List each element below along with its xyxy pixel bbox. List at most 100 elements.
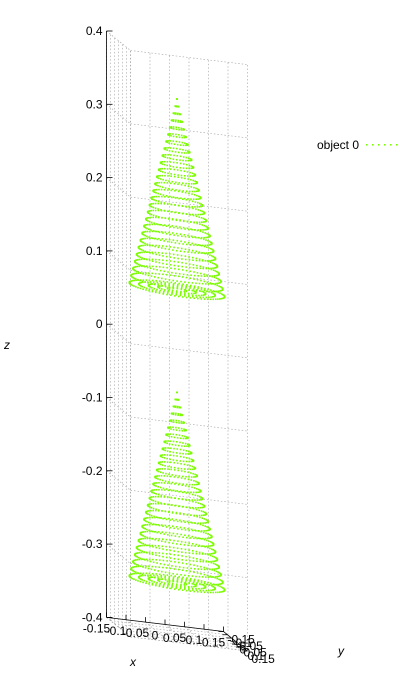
data-point [209,275,211,277]
data-point [161,195,163,198]
data-point [204,537,207,540]
data-point [211,555,214,558]
data-point [189,465,191,467]
data-point [161,247,163,249]
data-point [193,476,195,478]
data-point [158,231,161,234]
data-point [210,576,212,578]
data-point [146,265,148,267]
data-point [206,281,209,283]
data-point [183,491,186,493]
data-point [144,537,146,540]
data-point [216,577,218,580]
data-point [179,543,182,546]
data-point [202,244,204,247]
data-point [198,244,200,246]
data-point [194,292,197,294]
data-point [152,509,154,512]
data-point [169,458,171,461]
data-point [160,170,162,172]
data-point [150,568,153,571]
data-point [151,258,154,261]
data-point [135,565,138,568]
data-point [212,544,214,547]
data-point [190,221,192,223]
data-point [173,550,175,552]
data-point [183,289,186,291]
data-point [174,414,177,416]
data-point [148,552,151,555]
data-point [161,174,164,177]
data-point [217,571,219,573]
data-point [180,287,183,289]
data-point [141,257,144,259]
data-point [172,577,175,580]
data-point [193,568,196,570]
data-point [156,574,159,577]
data-point [164,517,166,520]
data-point [193,175,195,177]
data-point [180,127,183,130]
data-point [157,192,159,195]
data-point [151,283,154,285]
data-point [175,272,177,275]
data-point [144,265,146,268]
data-point [188,549,190,551]
data-point [169,126,171,128]
data-point [198,553,201,555]
data-point [177,112,179,115]
data-point [174,295,176,297]
data-point [187,159,190,162]
data-point [151,584,154,586]
data-point [149,560,152,563]
data-point [173,476,176,478]
data-point [157,486,159,488]
data-point [181,136,184,139]
data-point [139,572,142,575]
data-point [172,542,174,545]
data-point [201,213,204,216]
data-point [165,233,168,235]
data-point [194,483,196,486]
data-point [184,149,187,152]
data-point [148,558,151,561]
data-point [220,289,223,292]
data-point [143,231,145,233]
data-point [180,427,183,430]
data-point [197,252,200,254]
data-point [176,155,179,157]
data-point [187,453,190,455]
data-point [162,259,164,261]
data-point [193,564,195,566]
data-point [165,238,167,241]
data-point [144,535,146,538]
data-point [183,422,185,424]
data-point [190,292,193,295]
data-point [191,529,194,532]
data-point [151,523,154,526]
data-point [162,266,165,269]
data-point [160,209,162,211]
data-point [181,191,183,193]
data-point [139,575,141,577]
data-point [184,435,186,438]
data-point [158,244,161,247]
data-point [163,147,166,149]
data-point [177,540,179,542]
data-point [184,191,187,194]
data-point [151,544,153,547]
y-tick-label: 0.1 [248,649,265,663]
data-point [189,590,192,592]
data-point [158,292,161,294]
data-point [194,473,196,476]
data-point [159,280,161,282]
data-point [207,252,210,254]
data-point [188,263,191,265]
data-point [176,254,179,256]
data-point [172,440,175,443]
data-point [161,252,164,254]
data-point [140,558,143,561]
data-point [162,566,164,569]
data-point [189,451,192,453]
gridline [130,50,248,65]
